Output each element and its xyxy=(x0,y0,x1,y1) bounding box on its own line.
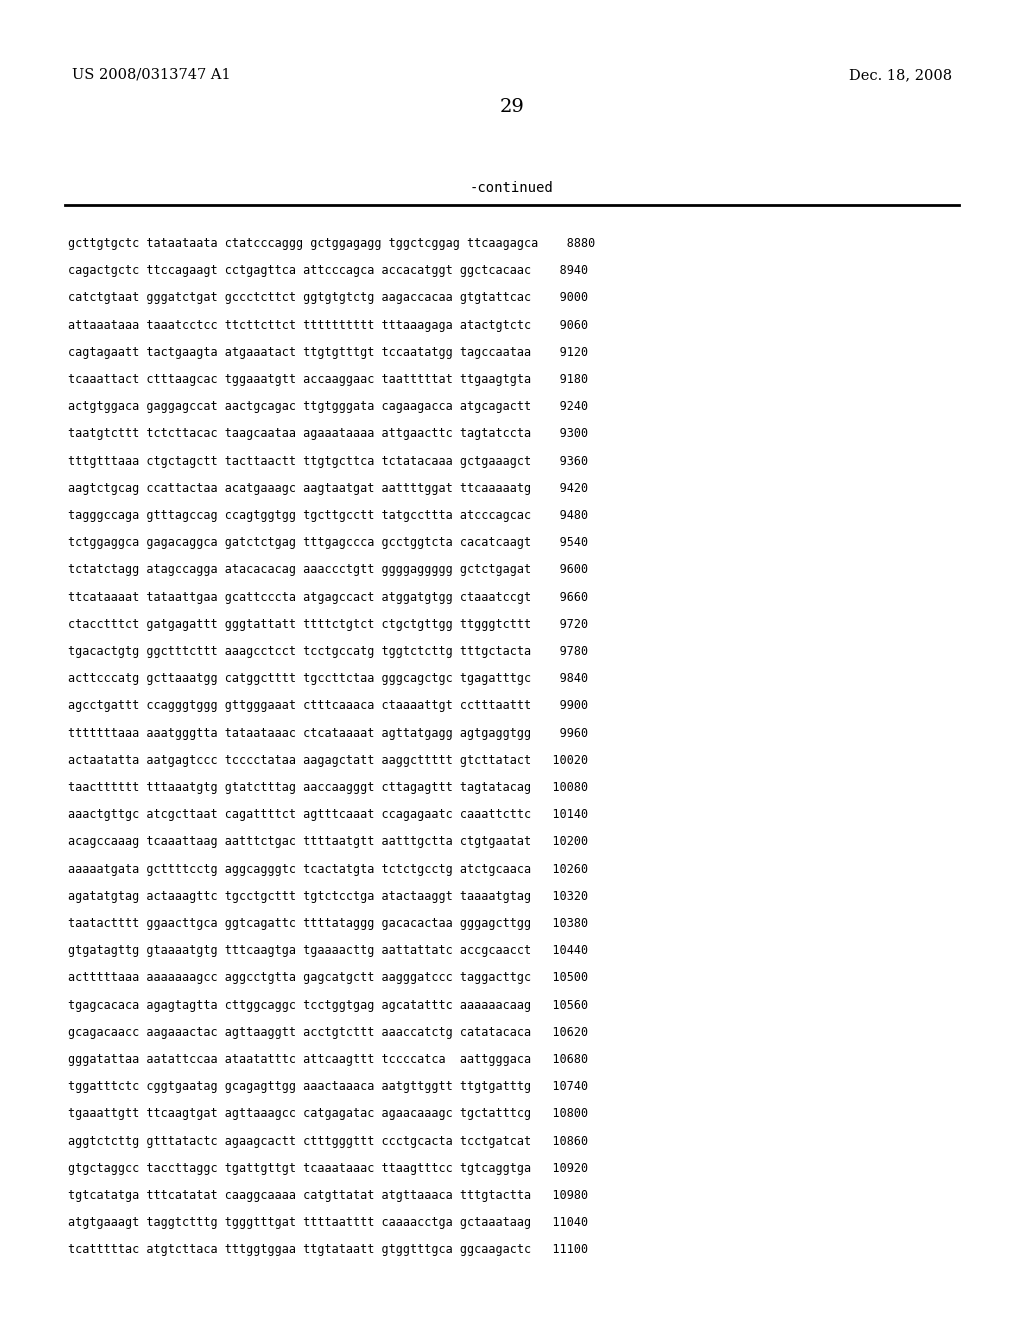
Text: agatatgtag actaaagttc tgcctgcttt tgtctcctga atactaaggt taaaatgtag   10320: agatatgtag actaaagttc tgcctgcttt tgtctcc… xyxy=(68,890,588,903)
Text: tgagcacaca agagtagtta cttggcaggc tcctggtgag agcatatttc aaaaaacaag   10560: tgagcacaca agagtagtta cttggcaggc tcctggt… xyxy=(68,999,588,1011)
Text: gcttgtgctc tataataata ctatcccaggg gctggagagg tggctcggag ttcaagagca    8880: gcttgtgctc tataataata ctatcccaggg gctgga… xyxy=(68,238,595,249)
Text: aaactgttgc atcgcttaat cagattttct agtttcaaat ccagagaatc caaattcttc   10140: aaactgttgc atcgcttaat cagattttct agtttca… xyxy=(68,808,588,821)
Text: gtgctaggcc taccttaggc tgattgttgt tcaaataaac ttaagtttcc tgtcaggtga   10920: gtgctaggcc taccttaggc tgattgttgt tcaaata… xyxy=(68,1162,588,1175)
Text: 29: 29 xyxy=(500,98,524,116)
Text: gggatattaa aatattccaa ataatatttc attcaagttt tccccatca  aattgggaca   10680: gggatattaa aatattccaa ataatatttc attcaag… xyxy=(68,1053,588,1067)
Text: Dec. 18, 2008: Dec. 18, 2008 xyxy=(849,69,952,82)
Text: taatgtcttt tctcttacac taagcaataa agaaataaaa attgaacttc tagtatccta    9300: taatgtcttt tctcttacac taagcaataa agaaata… xyxy=(68,428,588,441)
Text: catctgtaat gggatctgat gccctcttct ggtgtgtctg aagaccacaa gtgtattcac    9000: catctgtaat gggatctgat gccctcttct ggtgtgt… xyxy=(68,292,588,305)
Text: actttttaaa aaaaaaagcc aggcctgtta gagcatgctt aagggatccc taggacttgc   10500: actttttaaa aaaaaaagcc aggcctgtta gagcatg… xyxy=(68,972,588,985)
Text: actgtggaca gaggagccat aactgcagac ttgtgggata cagaagacca atgcagactt    9240: actgtggaca gaggagccat aactgcagac ttgtggg… xyxy=(68,400,588,413)
Text: cagtagaatt tactgaagta atgaaatact ttgtgtttgt tccaatatgg tagccaataa    9120: cagtagaatt tactgaagta atgaaatact ttgtgtt… xyxy=(68,346,588,359)
Text: agcctgattt ccagggtggg gttgggaaat ctttcaaaca ctaaaattgt cctttaattt    9900: agcctgattt ccagggtggg gttgggaaat ctttcaa… xyxy=(68,700,588,713)
Text: taatactttt ggaacttgca ggtcagattc ttttataggg gacacactaa gggagcttgg   10380: taatactttt ggaacttgca ggtcagattc ttttata… xyxy=(68,917,588,931)
Text: -continued: -continued xyxy=(470,181,554,195)
Text: tctatctagg atagccagga atacacacag aaaccctgtt ggggaggggg gctctgagat    9600: tctatctagg atagccagga atacacacag aaaccct… xyxy=(68,564,588,577)
Text: tcaaattact ctttaagcac tggaaatgtt accaaggaac taatttttat ttgaagtgta    9180: tcaaattact ctttaagcac tggaaatgtt accaagg… xyxy=(68,374,588,385)
Text: tagggccaga gtttagccag ccagtggtgg tgcttgcctt tatgccttta atcccagcac    9480: tagggccaga gtttagccag ccagtggtgg tgcttgc… xyxy=(68,510,588,521)
Text: cagactgctc ttccagaagt cctgagttca attcccagca accacatggt ggctcacaac    8940: cagactgctc ttccagaagt cctgagttca attccca… xyxy=(68,264,588,277)
Text: tctggaggca gagacaggca gatctctgag tttgagccca gcctggtcta cacatcaagt    9540: tctggaggca gagacaggca gatctctgag tttgagc… xyxy=(68,536,588,549)
Text: acttcccatg gcttaaatgg catggctttt tgccttctaa gggcagctgc tgagatttgc    9840: acttcccatg gcttaaatgg catggctttt tgccttc… xyxy=(68,672,588,685)
Text: tgtcatatga tttcatatat caaggcaaaa catgttatat atgttaaaca tttgtactta   10980: tgtcatatga tttcatatat caaggcaaaa catgtta… xyxy=(68,1189,588,1203)
Text: tggatttctc cggtgaatag gcagagttgg aaactaaaca aatgttggtt ttgtgatttg   10740: tggatttctc cggtgaatag gcagagttgg aaactaa… xyxy=(68,1080,588,1093)
Text: aagtctgcag ccattactaa acatgaaagc aagtaatgat aattttggat ttcaaaaatg    9420: aagtctgcag ccattactaa acatgaaagc aagtaat… xyxy=(68,482,588,495)
Text: tcatttttac atgtcttaca tttggtggaa ttgtataatt gtggtttgca ggcaagactc   11100: tcatttttac atgtcttaca tttggtggaa ttgtata… xyxy=(68,1243,588,1257)
Text: tgacactgtg ggctttcttt aaagcctcct tcctgccatg tggtctcttg tttgctacta    9780: tgacactgtg ggctttcttt aaagcctcct tcctgcc… xyxy=(68,645,588,657)
Text: ctacctttct gatgagattt gggtattatt ttttctgtct ctgctgttgg ttgggtcttt    9720: ctacctttct gatgagattt gggtattatt ttttctg… xyxy=(68,618,588,631)
Text: actaatatta aatgagtccc tcccctataa aagagctatt aaggcttttt gtcttatact   10020: actaatatta aatgagtccc tcccctataa aagagct… xyxy=(68,754,588,767)
Text: tttttttaaa aaatgggtta tataataaac ctcataaaat agttatgagg agtgaggtgg    9960: tttttttaaa aaatgggtta tataataaac ctcataa… xyxy=(68,726,588,739)
Text: ttcataaaat tataattgaa gcattcccta atgagccact atggatgtgg ctaaatccgt    9660: ttcataaaat tataattgaa gcattcccta atgagcc… xyxy=(68,590,588,603)
Text: tttgtttaaa ctgctagctt tacttaactt ttgtgcttca tctatacaaa gctgaaagct    9360: tttgtttaaa ctgctagctt tacttaactt ttgtgct… xyxy=(68,454,588,467)
Text: aggtctcttg gtttatactc agaagcactt ctttgggttt ccctgcacta tcctgatcat   10860: aggtctcttg gtttatactc agaagcactt ctttggg… xyxy=(68,1135,588,1147)
Text: gcagacaacc aagaaactac agttaaggtt acctgtcttt aaaccatctg catatacaca   10620: gcagacaacc aagaaactac agttaaggtt acctgtc… xyxy=(68,1026,588,1039)
Text: US 2008/0313747 A1: US 2008/0313747 A1 xyxy=(72,69,230,82)
Text: atgtgaaagt taggtctttg tgggtttgat ttttaatttt caaaacctga gctaaataag   11040: atgtgaaagt taggtctttg tgggtttgat ttttaat… xyxy=(68,1216,588,1229)
Text: gtgatagttg gtaaaatgtg tttcaagtga tgaaaacttg aattattatc accgcaacct   10440: gtgatagttg gtaaaatgtg tttcaagtga tgaaaac… xyxy=(68,944,588,957)
Text: aaaaatgata gcttttcctg aggcagggtc tcactatgta tctctgcctg atctgcaaca   10260: aaaaatgata gcttttcctg aggcagggtc tcactat… xyxy=(68,862,588,875)
Text: taactttttt tttaaatgtg gtatctttag aaccaagggt cttagagttt tagtatacag   10080: taactttttt tttaaatgtg gtatctttag aaccaag… xyxy=(68,781,588,795)
Text: tgaaattgtt ttcaagtgat agttaaagcc catgagatac agaacaaagc tgctatttcg   10800: tgaaattgtt ttcaagtgat agttaaagcc catgaga… xyxy=(68,1107,588,1121)
Text: acagccaaag tcaaattaag aatttctgac ttttaatgtt aatttgctta ctgtgaatat   10200: acagccaaag tcaaattaag aatttctgac ttttaat… xyxy=(68,836,588,849)
Text: attaaataaa taaatcctcc ttcttcttct tttttttttt tttaaagaga atactgtctc    9060: attaaataaa taaatcctcc ttcttcttct ttttttt… xyxy=(68,318,588,331)
